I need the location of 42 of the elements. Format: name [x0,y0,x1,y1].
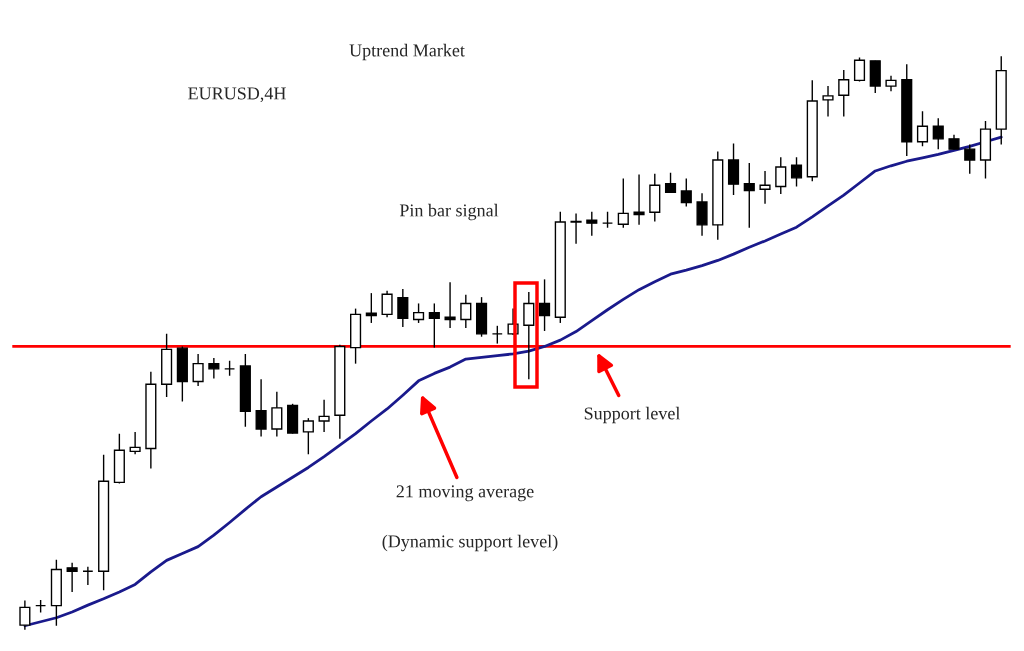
candlestick [916,110,929,147]
candlestick [822,85,834,118]
candlestick [617,177,629,229]
annotation: Pin bar signal [399,203,499,221]
candlestick [838,69,850,118]
candlestick [523,291,535,380]
candlestick [696,192,708,237]
annotation: Support level [584,406,681,424]
candlestick [664,171,677,193]
candlestick [743,162,755,229]
candlestick [680,177,692,208]
candlestick [570,212,582,245]
candlestick [932,117,944,150]
candlestick [82,565,94,586]
candlestick [129,431,141,455]
candlestick [428,302,440,349]
candlestick [633,173,645,226]
chart-title: Uptrend Market [349,43,465,61]
candlestick [460,294,472,329]
candlestick [271,391,283,438]
candlestick [538,278,551,332]
candlestick [964,143,976,175]
annotation: 21 moving average [396,485,534,502]
annotation: (Dynamic support level) [382,534,558,552]
candlestick [208,357,220,380]
candlestick [853,56,866,83]
candlestick [318,399,330,433]
candlestick [759,170,771,205]
candlestick [413,302,425,324]
candlestick [66,561,78,593]
candlestick [397,288,409,328]
candlestick [302,417,314,455]
candlestick [19,599,31,631]
candlestick [586,210,598,237]
text: EURUSD,4H [188,87,286,103]
candlestick [255,378,267,438]
candlestick [381,290,393,318]
candlestick [775,156,787,195]
candlestick [444,281,456,329]
candlestick [790,156,803,188]
candlestick [192,353,204,387]
candlestick [365,292,377,324]
